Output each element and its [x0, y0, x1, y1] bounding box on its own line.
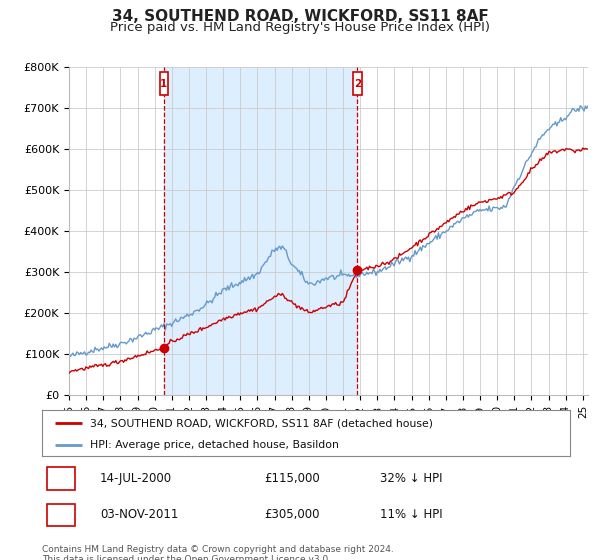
Text: 2: 2	[354, 78, 361, 88]
Text: 1: 1	[160, 78, 167, 88]
Text: £305,000: £305,000	[264, 508, 319, 521]
Text: Price paid vs. HM Land Registry's House Price Index (HPI): Price paid vs. HM Land Registry's House …	[110, 21, 490, 34]
Text: 1: 1	[56, 472, 65, 485]
Text: 34, SOUTHEND ROAD, WICKFORD, SS11 8AF (detached house): 34, SOUTHEND ROAD, WICKFORD, SS11 8AF (d…	[89, 418, 433, 428]
Text: 11% ↓ HPI: 11% ↓ HPI	[380, 508, 443, 521]
FancyBboxPatch shape	[160, 72, 168, 95]
FancyBboxPatch shape	[353, 72, 362, 95]
Text: 03-NOV-2011: 03-NOV-2011	[100, 508, 178, 521]
FancyBboxPatch shape	[47, 503, 75, 526]
Text: 2: 2	[56, 508, 65, 521]
Text: 14-JUL-2000: 14-JUL-2000	[100, 472, 172, 485]
Text: £115,000: £115,000	[264, 472, 320, 485]
Text: 32% ↓ HPI: 32% ↓ HPI	[380, 472, 442, 485]
Text: 34, SOUTHEND ROAD, WICKFORD, SS11 8AF: 34, SOUTHEND ROAD, WICKFORD, SS11 8AF	[112, 9, 488, 24]
Text: Contains HM Land Registry data © Crown copyright and database right 2024.
This d: Contains HM Land Registry data © Crown c…	[42, 545, 394, 560]
Text: HPI: Average price, detached house, Basildon: HPI: Average price, detached house, Basi…	[89, 440, 338, 450]
Bar	[583, 67, 588, 395]
Bar	[164, 67, 358, 395]
FancyBboxPatch shape	[47, 467, 75, 490]
